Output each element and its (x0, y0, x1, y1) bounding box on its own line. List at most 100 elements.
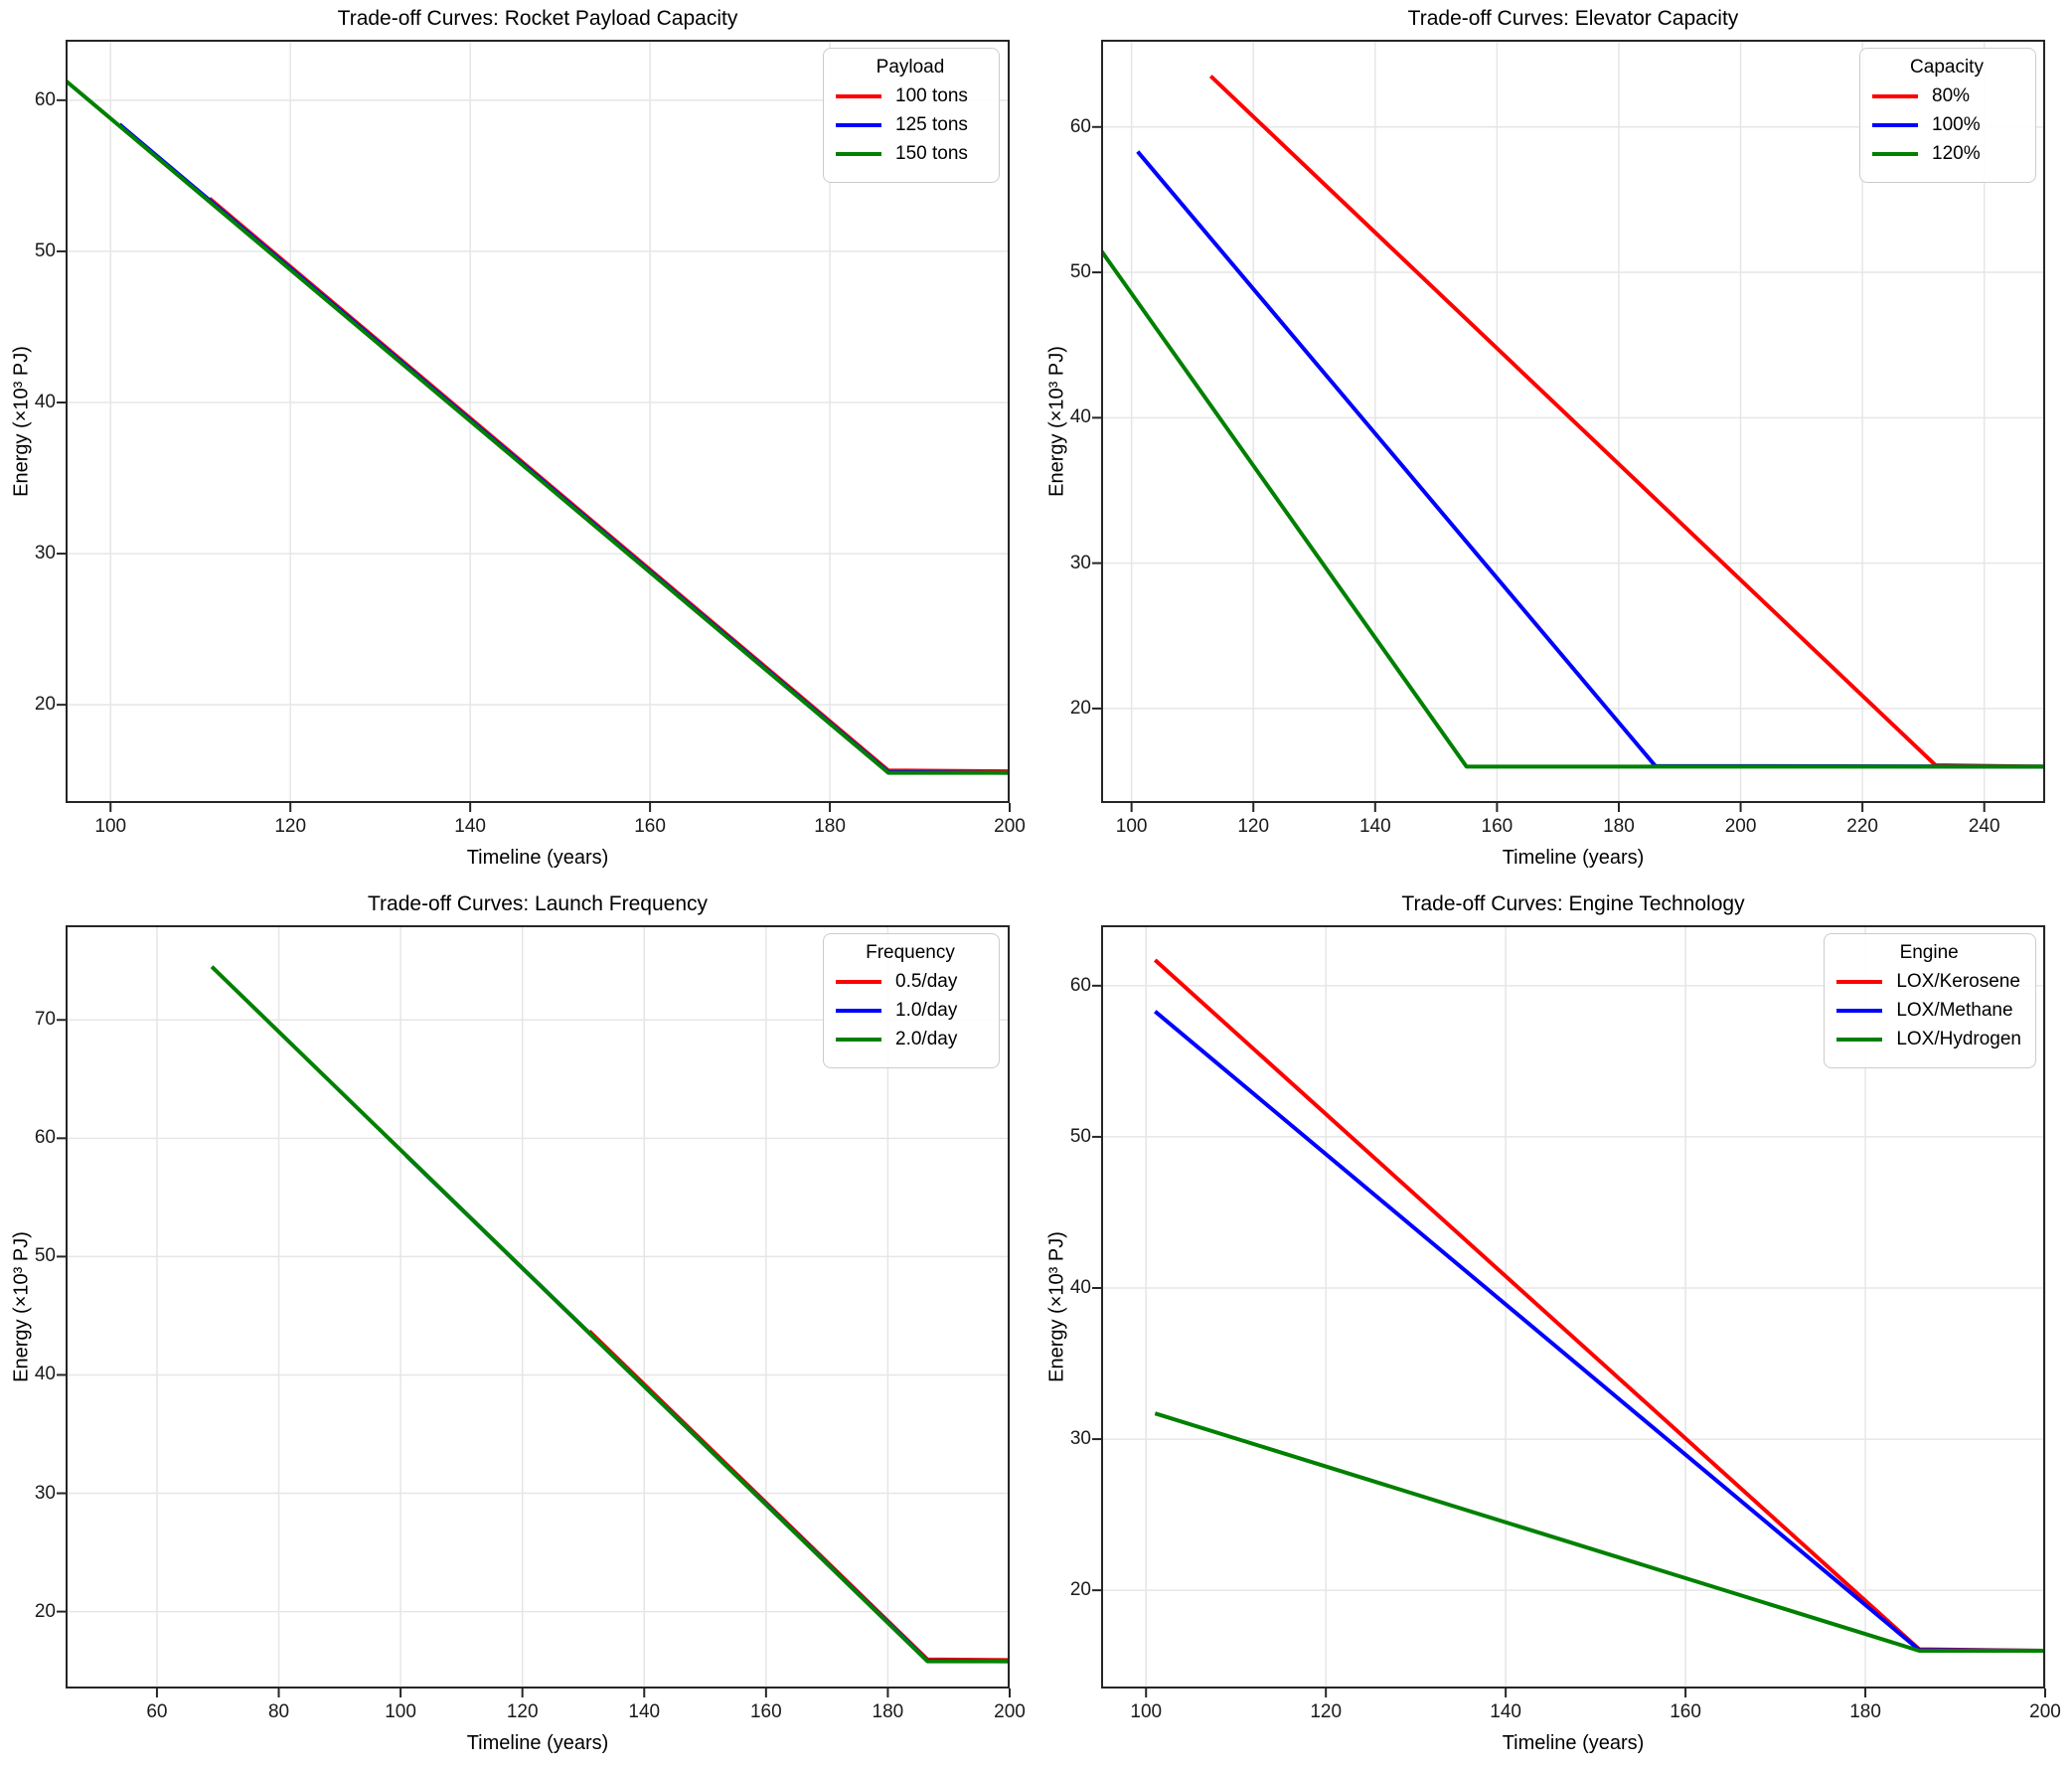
legend-line-swatch (1872, 152, 1918, 156)
x-tick-label: 240 (1968, 816, 2000, 837)
x-tick-label: 100 (385, 1701, 416, 1722)
legend-line-swatch (1836, 1009, 1883, 1013)
x-tick-label: 180 (1603, 816, 1635, 837)
y-tick-label: 40 (1069, 1276, 1091, 1298)
legend-label: 125 tons (895, 114, 968, 135)
x-tick-label: 120 (274, 816, 307, 837)
y-tick-label: 30 (1069, 1428, 1091, 1450)
series-line-0-5-day (587, 1329, 1010, 1663)
x-tick-label: 160 (1481, 816, 1514, 837)
legend-label: 100% (1932, 114, 1981, 135)
legend-label: 150 tons (895, 143, 968, 164)
legend-title: Capacity (1910, 57, 1984, 78)
x-tick-label: 120 (506, 1701, 539, 1722)
legend-item: LOX/Kerosene (1836, 971, 2021, 993)
legend-label: 2.0/day (895, 1029, 958, 1049)
legend-item: 2.0/day (836, 1029, 985, 1050)
plot-spines (66, 40, 1010, 803)
legend-line-swatch (1872, 94, 1918, 98)
legend-line-swatch (836, 980, 881, 984)
legend-item: 150 tons (836, 143, 985, 165)
y-tick-label: 60 (34, 1127, 56, 1149)
y-tick-label: 50 (34, 240, 56, 261)
series-line-125-tons (118, 122, 1010, 775)
legend-item: 80% (1872, 85, 2021, 107)
y-tick-label: 20 (1069, 1579, 1091, 1601)
x-tick-label: 160 (1670, 1701, 1701, 1722)
subplot-launch-frequency: Trade-off Curves: Launch Frequency Energ… (0, 886, 1036, 1771)
legend-label: LOX/Kerosene (1896, 971, 2020, 992)
series-line-1-0-day (404, 1154, 1010, 1664)
y-tick-label: 30 (1069, 552, 1091, 573)
x-tick-label: 140 (628, 1701, 661, 1722)
legend-title: Engine (1899, 942, 1959, 963)
x-tick-label: 180 (814, 816, 846, 837)
legend-title: Frequency (866, 942, 955, 963)
plot-spines (1101, 40, 2045, 803)
legend-item: 100 tons (836, 85, 985, 107)
legend-item: 125 tons (836, 114, 985, 136)
legend-line-swatch (836, 152, 881, 156)
legend-item: 120% (1872, 143, 2021, 165)
y-tick-label: 60 (1069, 115, 1091, 137)
series-line-lox-methane (1154, 1010, 2045, 1653)
y-tick-label: 40 (34, 391, 56, 412)
x-axis-label: Timeline (years) (1502, 1732, 1645, 1754)
legend-line-swatch (1836, 1038, 1883, 1042)
y-tick-label: 60 (34, 88, 56, 110)
y-tick-label: 50 (34, 1245, 56, 1267)
y-tick-label: 50 (1069, 1125, 1091, 1147)
series-line-2-0-day (210, 965, 1010, 1664)
y-tick-label: 20 (34, 694, 56, 716)
y-tick-label: 30 (34, 1482, 56, 1504)
legend-item: LOX/Methane (1836, 1000, 2021, 1022)
plot-area (57, 40, 1011, 812)
x-tick-label: 60 (146, 1701, 168, 1722)
x-tick-label: 180 (872, 1701, 904, 1722)
y-tick-label: 70 (34, 1009, 56, 1031)
x-axis-label: Timeline (years) (466, 847, 609, 869)
legend-label: LOX/Methane (1896, 1000, 2013, 1021)
legend-label: 100 tons (895, 85, 968, 106)
subplot-elevator-capacity: Trade-off Curves: Elevator Capacity Ener… (1036, 0, 2072, 886)
series-line-120 (1101, 248, 2045, 769)
x-tick-label: 120 (1310, 1701, 1343, 1722)
series-line-150-tons (66, 79, 1010, 775)
legend: Engine LOX/Kerosene LOX/Methane LOX/Hydroge… (1824, 933, 2036, 1068)
x-tick-label: 200 (994, 1701, 1026, 1722)
y-axis-label: Energy (×10³ PJ) (1045, 1231, 1068, 1382)
x-tick-label: 100 (1115, 816, 1148, 837)
legend-label: 120% (1932, 143, 1981, 164)
legend-item: LOX/Hydrogen (1836, 1029, 2021, 1050)
y-axis-label: Energy (×10³ PJ) (10, 346, 33, 497)
subplot-engine-technology: Trade-off Curves: Engine Technology Ener… (1036, 886, 2072, 1771)
plot-spines (1101, 925, 2045, 1689)
legend-label: 1.0/day (895, 1000, 958, 1021)
legend-line-swatch (1872, 123, 1918, 127)
y-tick-label: 20 (1069, 697, 1091, 719)
y-tick-label: 20 (34, 1600, 56, 1622)
legend-line-swatch (836, 123, 881, 127)
legend-line-swatch (836, 1009, 881, 1013)
x-tick-label: 80 (267, 1701, 290, 1722)
x-tick-label: 120 (1237, 816, 1270, 837)
x-tick-label: 140 (1490, 1701, 1521, 1722)
chart-title: Trade-off Curves: Engine Technology (1401, 892, 1745, 915)
subplot-rocket-payload-capacity: Trade-off Curves: Rocket Payload Capacit… (0, 0, 1036, 886)
legend-item: 0.5/day (836, 971, 985, 993)
legend: Capacity 80% 100% 120% (1859, 48, 2036, 183)
legend-label: 80% (1932, 85, 1971, 106)
x-tick-label: 180 (1849, 1701, 1881, 1722)
y-tick-label: 50 (1069, 261, 1091, 283)
y-tick-label: 60 (1069, 974, 1091, 996)
y-tick-label: 40 (1069, 406, 1091, 428)
chart-title: Trade-off Curves: Rocket Payload Capacit… (337, 7, 738, 30)
plot-area (57, 925, 1011, 1697)
x-tick-label: 160 (749, 1701, 782, 1722)
plot-spines (66, 925, 1010, 1689)
chart-title: Trade-off Curves: Elevator Capacity (1407, 7, 1739, 30)
x-tick-label: 140 (1358, 816, 1391, 837)
series-line-lox-hydrogen (1154, 1411, 2045, 1653)
legend-title: Payload (876, 57, 945, 78)
legend-label: LOX/Hydrogen (1896, 1029, 2021, 1049)
